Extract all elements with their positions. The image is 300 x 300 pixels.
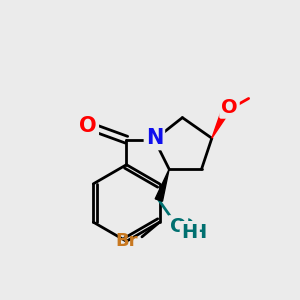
Text: H: H xyxy=(182,223,198,242)
Text: H: H xyxy=(190,223,206,242)
Text: O: O xyxy=(178,217,195,236)
Polygon shape xyxy=(212,110,229,138)
Text: O: O xyxy=(80,116,97,136)
Text: O: O xyxy=(221,98,238,117)
Polygon shape xyxy=(155,169,169,201)
Text: Br: Br xyxy=(115,232,137,250)
Text: O: O xyxy=(221,98,238,117)
Text: N: N xyxy=(146,128,163,148)
Text: N: N xyxy=(146,128,163,148)
Text: O: O xyxy=(170,217,186,236)
Text: O: O xyxy=(80,116,97,136)
